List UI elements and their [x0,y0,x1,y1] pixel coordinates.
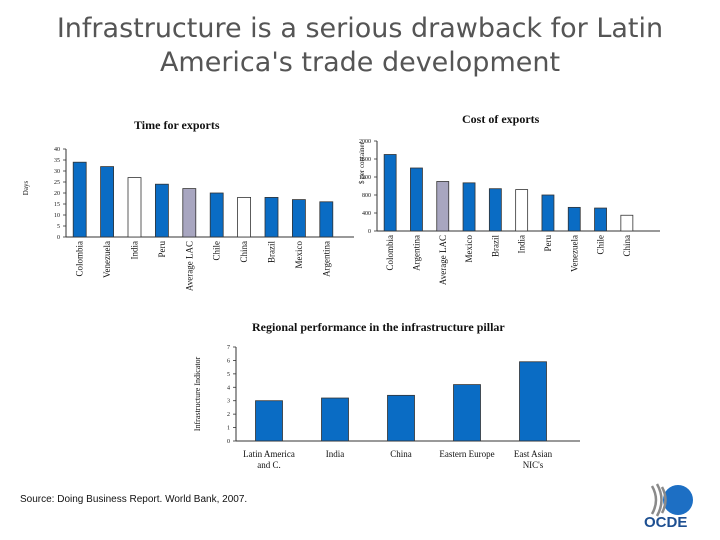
time-y-tick-label: 35 [54,158,60,164]
cost-y-tick-label: 1200 [359,175,371,181]
cost-category-label: Brazil [490,235,500,257]
time-bar [182,188,197,238]
time-bar [127,177,142,238]
time-category-label: Colombia [75,241,85,277]
time-category-label: Mexico [294,241,304,269]
time-category-label: Argentina [321,241,331,277]
time-category-label: Venezuela [102,241,112,278]
time-category-label: India [130,241,140,260]
infra-y-tick-label: 1 [227,426,230,432]
time-bar [264,196,279,238]
infra-y-axis-label: Infrastructure Indicator [193,356,202,431]
time-bar [319,201,334,238]
infra-bar [321,397,349,442]
time-bar [291,199,306,238]
cost-y-tick-label: 0 [368,229,371,235]
time-y-tick-label: 20 [54,191,60,197]
cost-bar [488,188,502,232]
time-category-label: Peru [157,241,167,258]
cost-category-label: Chile [596,235,606,255]
slide-title: Infrastructure is a serious drawback for… [56,13,664,78]
cost-category-label: India [517,235,527,254]
cost-bar [567,206,581,232]
infra-category-label: East Asian [514,449,553,459]
cost-chart-title: Cost of exports [462,112,540,126]
cost-category-label: Peru [543,235,553,252]
infra-y-tick-label: 5 [227,372,230,378]
time-y-tick-label: 40 [54,147,60,153]
cost-category-label: Argentina [411,235,421,271]
time-y-tick-label: 0 [57,235,60,241]
infra-category-label: China [390,449,412,459]
time-category-label: China [239,241,249,263]
cost-bar [462,182,476,232]
infra-category-label: India [326,449,345,459]
time-bar [100,166,114,238]
infra-y-tick-label: 3 [227,399,230,405]
time-y-tick-label: 30 [54,169,60,175]
cost-y-tick-label: 2000 [359,139,371,145]
infra-category-label: NIC's [523,460,544,470]
cost-bar [541,194,555,232]
cost-category-label: Colombia [385,235,395,271]
cost-category-label: China [622,235,632,257]
cost-bar [410,167,423,232]
infra-y-tick-label: 4 [227,385,230,391]
cost-category-label: Venezuela [569,235,579,272]
cost-category-label: Mexico [464,235,474,263]
infra-bar [453,384,481,442]
source-note: Source: Doing Business Report. World Ban… [20,494,248,505]
cost-category-label: Average LAC [438,235,448,285]
infra-bar [387,394,415,442]
cost-bar [515,189,529,232]
time-y-tick-label: 5 [57,224,60,230]
cost-y-tick-label: 800 [362,193,371,199]
oecd-logo-icon [650,483,693,517]
infra-y-tick-label: 6 [227,358,230,364]
time-chart-title: Time for exports [134,118,220,132]
cost-bar [594,207,607,232]
cost-y-tick-label: 400 [362,211,371,217]
cost-y-tick-label: 1600 [359,157,371,163]
cost-bar [436,181,450,232]
infra-category-label: and C. [257,460,281,470]
infra-category-label: Eastern Europe [439,449,494,459]
time-y-tick-label: 10 [54,213,60,219]
cost-bar [383,154,397,232]
time-bar [72,161,87,238]
infra-y-tick-label: 7 [227,345,230,351]
infra-chart-title: Regional performance in the infrastructu… [252,320,505,334]
infra-category-label: Latin America [243,449,295,459]
infra-bar [519,361,547,442]
time-bar [209,192,224,238]
time-y-tick-label: 15 [54,202,60,208]
oecd-logo-text: OCDE [644,514,688,531]
infra-y-tick-label: 0 [227,439,230,445]
time-category-label: Chile [212,241,222,261]
cost-bar [620,214,634,232]
time-bar [154,183,169,238]
time-bar [237,196,252,238]
infra-y-tick-label: 2 [227,412,230,418]
infra-bar [255,400,283,442]
cost-y-axis-label: $ per container [358,141,366,184]
time-category-label: Brazil [267,241,277,263]
time-y-axis-label: Days [22,181,30,196]
time-y-tick-label: 25 [54,180,60,186]
time-category-label: Average LAC [184,241,194,291]
